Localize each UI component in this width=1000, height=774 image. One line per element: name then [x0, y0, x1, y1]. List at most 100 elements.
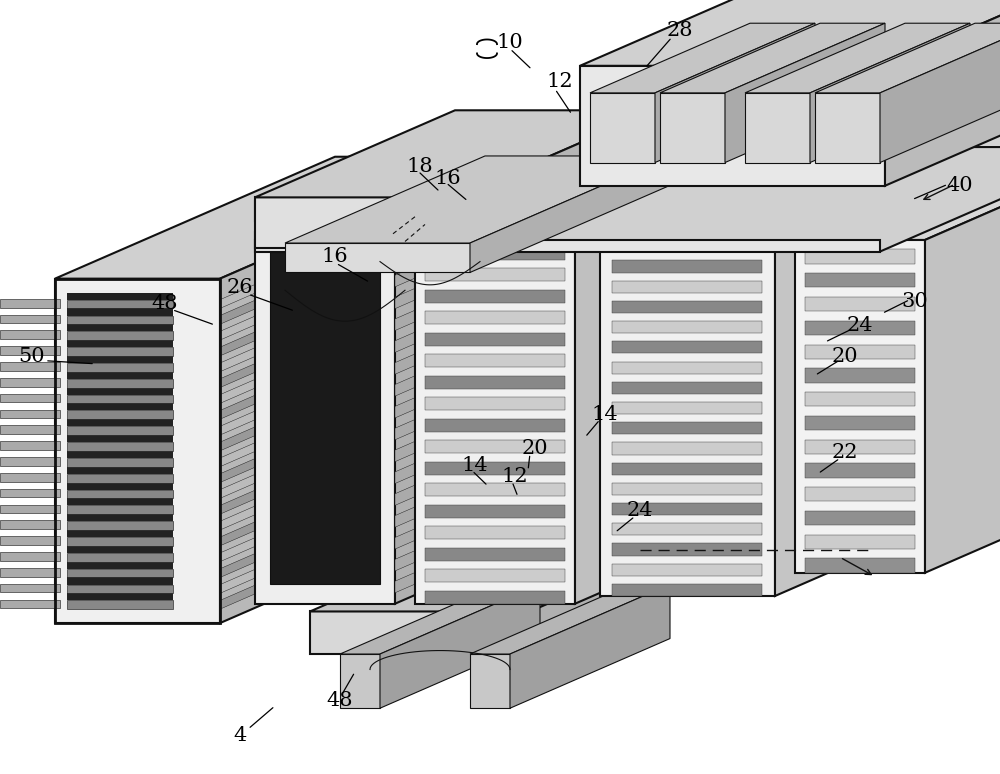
Polygon shape	[255, 232, 395, 604]
Bar	[425, 570, 565, 582]
Bar	[55, 279, 220, 623]
Polygon shape	[415, 95, 855, 217]
Polygon shape	[580, 0, 1000, 66]
Polygon shape	[795, 153, 1000, 240]
Polygon shape	[810, 23, 970, 163]
Polygon shape	[380, 584, 540, 708]
Polygon shape	[590, 23, 815, 93]
Bar	[67, 331, 173, 340]
Text: 16: 16	[435, 169, 461, 187]
Bar	[425, 354, 565, 367]
Text: 48: 48	[152, 294, 178, 313]
Text: 40: 40	[947, 176, 973, 195]
Polygon shape	[395, 280, 635, 396]
Polygon shape	[395, 302, 635, 418]
Polygon shape	[255, 110, 655, 197]
Text: 22: 22	[832, 444, 858, 462]
Polygon shape	[815, 23, 1000, 93]
Text: 26: 26	[227, 279, 253, 297]
Polygon shape	[220, 272, 500, 403]
Polygon shape	[655, 23, 815, 163]
Bar	[425, 591, 565, 604]
Bar	[67, 442, 173, 450]
Polygon shape	[270, 199, 500, 252]
Polygon shape	[600, 111, 1000, 232]
Polygon shape	[340, 584, 540, 654]
Bar	[67, 378, 173, 388]
Polygon shape	[600, 232, 775, 596]
Text: 12: 12	[547, 72, 573, 91]
Polygon shape	[745, 93, 810, 163]
Bar	[805, 249, 915, 264]
Polygon shape	[285, 243, 470, 272]
Polygon shape	[255, 197, 455, 248]
Polygon shape	[55, 279, 220, 623]
Bar	[67, 601, 173, 609]
Text: 14: 14	[592, 405, 618, 423]
Bar	[0, 426, 60, 434]
Bar	[612, 483, 762, 495]
Bar	[67, 482, 173, 490]
Bar	[805, 344, 915, 359]
Polygon shape	[340, 654, 380, 708]
Polygon shape	[220, 368, 500, 498]
Bar	[805, 511, 915, 526]
Polygon shape	[220, 320, 500, 450]
Bar	[425, 548, 565, 560]
Polygon shape	[395, 214, 635, 330]
Bar	[0, 584, 60, 592]
Polygon shape	[415, 217, 575, 604]
Bar	[612, 341, 762, 354]
Bar	[67, 594, 173, 601]
Bar	[805, 464, 915, 478]
Bar	[805, 297, 915, 311]
Polygon shape	[580, 66, 885, 186]
Bar	[0, 378, 60, 387]
Bar	[67, 584, 173, 594]
Text: 12: 12	[502, 467, 528, 485]
Bar	[67, 458, 173, 467]
Bar	[67, 316, 173, 324]
Bar	[805, 440, 915, 454]
Bar	[0, 600, 60, 608]
Polygon shape	[395, 389, 635, 505]
Polygon shape	[815, 93, 880, 163]
Bar	[0, 330, 60, 339]
Text: 24: 24	[847, 316, 873, 334]
Bar	[67, 372, 173, 378]
Polygon shape	[575, 95, 855, 604]
Bar	[805, 487, 915, 502]
Bar	[612, 382, 762, 394]
Bar	[67, 522, 173, 530]
Bar	[0, 473, 60, 481]
Bar	[425, 333, 565, 346]
Bar	[0, 552, 60, 561]
Polygon shape	[220, 478, 500, 609]
Bar	[425, 289, 565, 303]
Text: 48: 48	[327, 691, 353, 710]
Bar	[67, 293, 173, 300]
Polygon shape	[725, 23, 885, 163]
Text: 16: 16	[322, 248, 348, 266]
Bar	[425, 462, 565, 474]
Polygon shape	[395, 411, 635, 527]
Bar	[0, 346, 60, 355]
Polygon shape	[395, 171, 635, 287]
Polygon shape	[220, 257, 500, 388]
Bar	[67, 363, 173, 372]
Bar	[425, 225, 565, 238]
Bar	[612, 321, 762, 334]
Bar	[67, 388, 173, 395]
Bar	[0, 441, 60, 450]
Polygon shape	[880, 23, 1000, 163]
Bar	[425, 526, 565, 539]
Polygon shape	[220, 156, 500, 623]
Polygon shape	[220, 241, 500, 372]
Polygon shape	[220, 304, 500, 435]
Bar	[67, 569, 173, 577]
Text: 28: 28	[667, 22, 693, 40]
Bar	[67, 505, 173, 514]
Bar	[67, 514, 173, 522]
Polygon shape	[885, 0, 1000, 186]
Bar	[612, 240, 762, 252]
